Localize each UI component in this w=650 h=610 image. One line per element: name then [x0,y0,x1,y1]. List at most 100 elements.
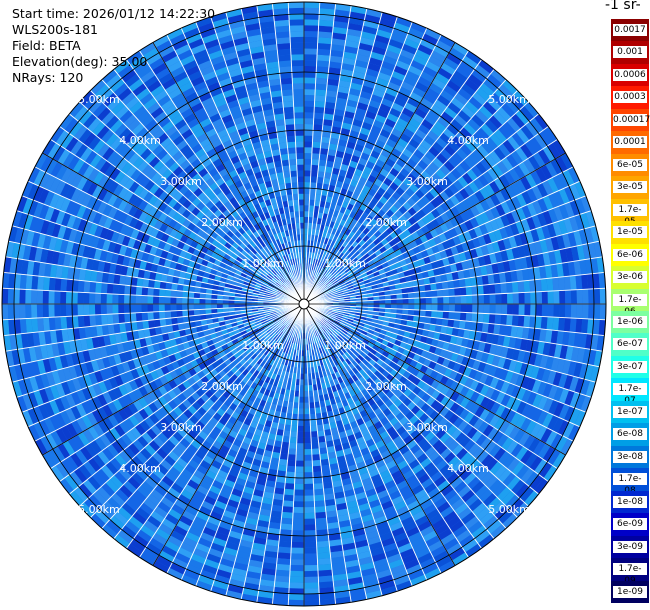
range-gate-cell [482,492,497,507]
range-gate-cell [270,510,283,518]
range-gate-cell [221,552,237,563]
range-gate-cell [457,420,469,432]
range-gate-cell [433,363,442,373]
range-gate-cell [313,112,324,120]
range-gate-cell [347,318,354,323]
range-gate-cell [487,323,495,334]
range-gate-cell [452,362,462,373]
range-gate-cell [304,182,311,188]
range-gate-cell [327,319,334,325]
range-gate-cell [185,531,201,543]
range-gate-cell [235,433,245,442]
range-gate-cell [505,409,517,424]
range-gate-cell [556,358,566,374]
range-gate-cell [307,373,312,380]
range-gate-cell [259,508,272,517]
range-gate-cell [584,364,594,381]
range-gate-cell [449,547,466,561]
range-gate-cell [560,438,574,455]
range-gate-cell [327,335,334,342]
range-gate-cell [441,318,449,327]
range-gate-cell [288,159,297,166]
range-gate-cell [182,304,188,311]
range-gate-cell [320,142,330,150]
range-gate-cell [541,304,548,317]
range-gate-cell [304,205,310,212]
range-gate-cell [296,449,304,455]
range-gate-cell [573,362,583,378]
range-gate-cell [488,365,498,377]
range-gate-cell [339,341,346,348]
range-gate-cell [340,436,349,445]
range-gate-cell [553,386,564,402]
range-gate-cell [318,159,327,167]
range-gate-cell [346,571,362,580]
range-gate-cell [323,423,331,431]
range-gate-cell [452,524,468,538]
range-gate-cell [182,536,198,549]
range-gate-cell [435,555,453,568]
range-gate-cell [383,421,393,431]
range-gate-cell [368,468,380,478]
range-gate-cell [317,552,331,560]
range-gate-cell [193,548,209,559]
range-gate-cell [447,455,461,468]
range-gate-cell [264,485,275,494]
range-gate-cell [393,323,401,330]
range-gate-cell [164,296,171,304]
range-gate-cell [421,383,431,393]
range-gate-cell [317,389,324,396]
range-gate-cell [158,304,165,312]
range-gate-cell [324,314,330,319]
range-gate-cell [206,490,219,501]
range-gate-cell [395,440,407,451]
range-gate-cell [291,419,298,426]
range-gate-cell [534,478,549,495]
range-gate-cell [365,530,380,540]
range-gate-cell [334,414,342,422]
range-gate-cell [296,373,301,380]
range-gate-cell [519,486,535,503]
range-gate-cell [101,314,108,326]
range-gate-cell [338,431,348,439]
range-gate-cell [497,356,506,369]
range-gate-cell [297,361,301,368]
range-gate-cell [550,330,559,344]
range-gate-cell [331,562,346,570]
range-gate-cell [338,519,352,528]
range-gate-cell [540,316,548,330]
range-gate-cell [212,580,229,591]
range-gate-cell [373,307,380,312]
range-gate-cell [475,484,489,499]
range-gate-cell [48,277,56,291]
range-gate-cell [311,442,320,449]
range-gate-cell [320,352,325,360]
range-gate-cell [304,594,320,601]
range-gate-cell [455,431,467,444]
range-gate-cell [359,508,373,518]
range-gate-cell [467,520,484,535]
range-gate-cell [321,411,329,419]
range-gate-cell [486,353,495,365]
range-gate-cell [317,43,332,50]
range-gate-cell [580,379,591,396]
range-gate-cell [118,294,125,304]
range-gate-cell [348,362,356,370]
range-gate-cell [495,391,506,405]
range-gate-cell [170,310,177,318]
range-gate-cell [323,393,330,401]
range-gate-cell [519,362,529,376]
range-gate-cell [282,506,294,513]
range-gate-cell [394,318,402,325]
range-gate-cell [554,344,563,359]
range-gate-cell [529,455,543,472]
range-gate-cell [295,147,304,154]
range-gate-cell [469,402,480,415]
range-gate-cell [2,304,9,320]
range-gate-cell [317,558,332,565]
range-gate-cell [557,419,570,436]
range-gate-cell [225,434,236,444]
range-gate-cell [317,37,332,45]
range-gate-cell [524,452,538,468]
range-gate-cell [260,431,270,439]
